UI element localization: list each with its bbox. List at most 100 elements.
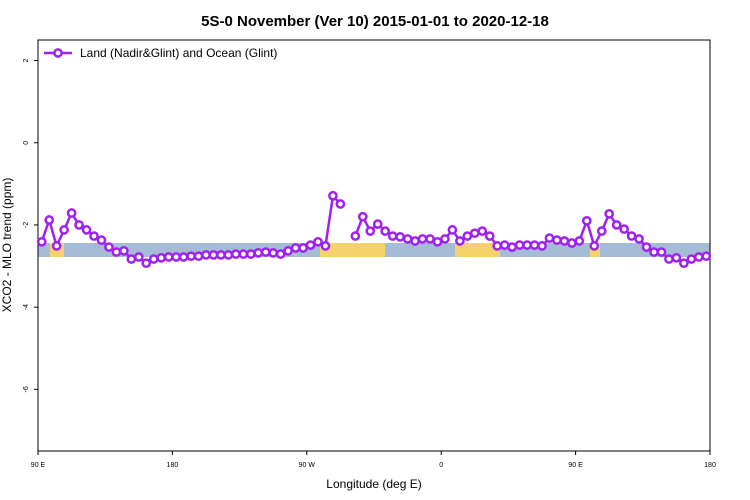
point-marker [477,226,488,236]
point-marker [469,228,480,239]
point-marker [74,220,84,230]
point-marker [245,249,256,259]
point-marker [141,258,152,269]
point-marker [96,235,107,246]
point-marker [596,226,607,236]
point-marker [171,252,181,262]
point-marker [402,234,413,244]
point-marker [589,241,600,251]
plot-frame [37,39,711,452]
point-marker [126,254,137,264]
point-marker [514,240,525,250]
y-tick-label: 0 [23,141,30,145]
point-marker [641,242,652,252]
point-marker [208,250,219,260]
point-marker [156,252,167,263]
y-tick-label: -4 [23,304,30,310]
point-marker [104,242,114,252]
point-marker [119,245,129,256]
point-marker [499,240,510,250]
point-marker [372,219,383,229]
point-marker [328,190,338,201]
point-marker [619,224,629,234]
point-marker [380,226,391,236]
x-tick-label: 90 E [31,462,46,469]
point-marker [581,215,592,226]
point-marker [462,231,473,241]
point-marker [178,252,189,262]
point-marker [567,238,577,248]
point-marker [387,231,398,241]
legend-marker [53,48,63,58]
point-marker [66,208,77,218]
point-marker [133,252,144,262]
point-marker [522,240,532,250]
point-marker [395,232,405,242]
point-marker [44,215,55,225]
point-marker [111,247,122,257]
point-marker [417,234,428,244]
point-marker [275,249,286,259]
point-marker [313,236,323,247]
point-marker [148,254,159,264]
point-marker [656,247,667,257]
point-marker [81,225,92,235]
x-tick-label: 90 W [299,462,316,469]
point-marker [238,249,249,259]
point-marker [51,241,62,251]
x-tick-label: 180 [704,462,716,469]
point-marker [492,241,503,251]
x-tick-label: 90 E [568,462,583,469]
point-marker [335,199,346,209]
point-marker [611,220,622,230]
point-marker [701,251,712,262]
point-marker [679,258,689,269]
point-marker [537,241,547,251]
point-marker [36,236,47,247]
point-marker [223,250,234,260]
point-marker [604,209,615,219]
point-marker [193,251,204,262]
y-axis-label: XCO2 - MLO trend (ppm) [0,178,14,313]
point-marker [686,254,697,264]
x-tick-label: 0 [439,462,443,469]
x-tick-label: 180 [167,462,179,469]
point-marker [432,236,443,247]
point-marker [649,247,659,257]
point-marker [529,240,540,250]
point-marker [559,236,570,246]
point-marker [440,234,450,244]
legend-label: Land (Nadir&Glint) and Ocean (Glint) [80,46,277,60]
point-marker [283,245,293,256]
point-marker [268,248,279,258]
point-marker [671,252,682,263]
y-tick-label: -2 [23,222,30,228]
point-marker [186,251,196,262]
point-marker [163,252,174,262]
point-marker [507,242,517,252]
point-marker [365,226,376,236]
chart-title: 5S-0 November (Ver 10) 2015-01-01 to 202… [201,13,549,30]
point-marker [89,231,99,241]
point-marker [216,250,226,260]
land-patch [455,243,500,257]
y-tick-label: -6 [23,386,30,392]
point-marker [320,241,331,251]
point-marker [574,236,585,246]
point-marker [290,243,301,253]
point-marker [201,250,211,260]
point-marker [626,231,637,241]
x-axis-label: Longitude (deg E) [326,477,421,491]
point-marker [253,248,264,258]
point-marker [425,234,435,244]
point-marker [447,225,458,235]
point-marker [484,231,495,241]
point-marker [455,236,465,246]
point-marker [693,252,704,262]
point-marker [357,211,368,222]
point-marker [298,243,308,253]
point-marker [59,225,69,235]
point-marker [410,236,420,246]
point-marker [634,234,644,244]
point-marker [350,231,361,241]
